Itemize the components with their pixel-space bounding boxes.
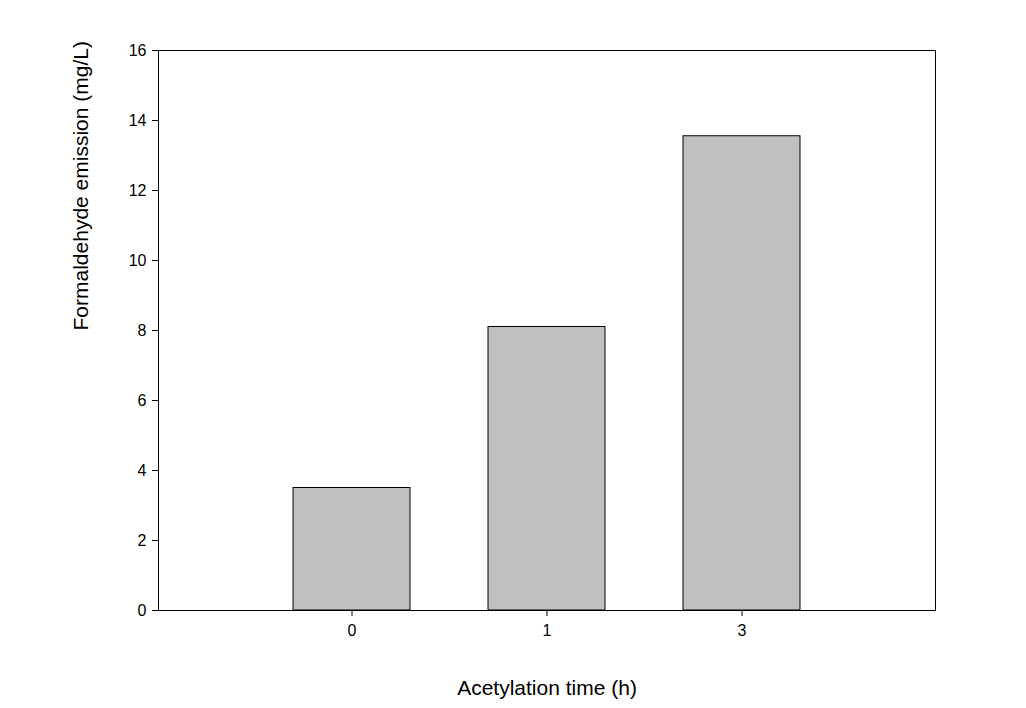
svg-text:12: 12 xyxy=(129,182,147,199)
svg-text:Acetylation time (h): Acetylation time (h) xyxy=(457,676,637,699)
svg-text:16: 16 xyxy=(129,42,147,59)
svg-text:0: 0 xyxy=(138,602,147,619)
svg-text:1: 1 xyxy=(543,622,552,639)
svg-text:14: 14 xyxy=(129,112,147,129)
svg-text:10: 10 xyxy=(129,252,147,269)
svg-text:0: 0 xyxy=(348,622,357,639)
svg-text:Formaldehyde emission (mg/L): Formaldehyde emission (mg/L) xyxy=(69,41,92,330)
svg-text:6: 6 xyxy=(138,392,147,409)
svg-text:3: 3 xyxy=(738,622,747,639)
svg-text:4: 4 xyxy=(138,462,147,479)
svg-text:8: 8 xyxy=(138,322,147,339)
svg-text:2: 2 xyxy=(138,532,147,549)
